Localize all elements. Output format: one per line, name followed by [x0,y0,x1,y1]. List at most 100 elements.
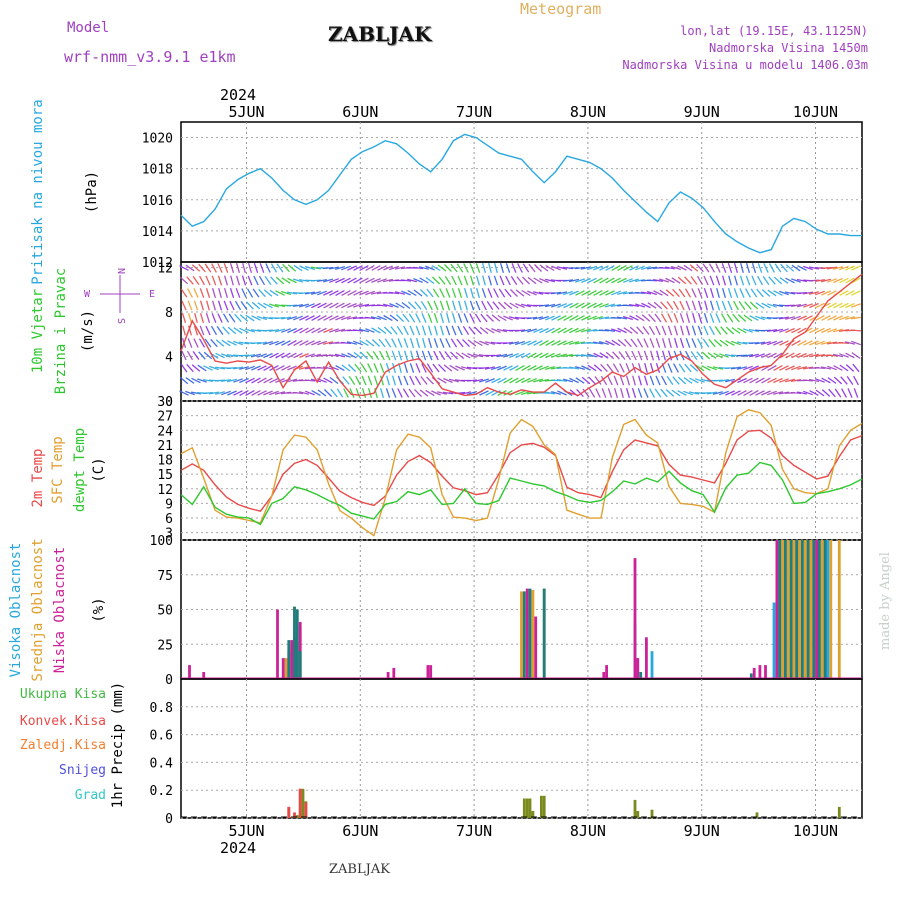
wind-arrow [373,375,379,386]
wind-arrow [815,290,825,296]
wind-arrow [253,262,259,274]
wind-arrow [403,350,409,361]
wind-arrow [413,277,423,284]
wind-arrow [612,363,620,373]
wind-arrow [612,351,620,360]
top-day-label: 7JUN [456,103,492,121]
wind-arrow [779,365,789,371]
wind-arrow [533,352,543,359]
wind-arrow [790,391,802,395]
wind-arrow [655,375,661,386]
wind-arrow [223,288,229,298]
wind-arrow [593,277,603,284]
wind-arrow [485,327,495,334]
wind-arrow [763,263,769,273]
wind-arrow [545,264,555,272]
wind-arrow [401,290,411,296]
wind-arrow [625,363,631,373]
wind-arrow [473,353,483,358]
wind-arrow [820,366,832,370]
wind-arrow [751,275,757,286]
wind-arrow [323,389,333,397]
wind-arrow [366,351,374,360]
wind-arrow [809,327,819,334]
wind-arrow [785,277,795,284]
wind-arrow [575,290,585,296]
wind-arrow [239,327,249,334]
bar-precip-0 [755,812,759,818]
wind-arrow [390,326,398,335]
wind-arrow [469,313,475,323]
bar-clouds-2 [525,588,529,679]
wind-arrow [821,290,831,296]
wind-arrow [251,365,261,371]
wind-arrow [233,378,243,383]
wind-arrow [298,291,310,295]
wind-arrow [187,313,193,323]
wind-arrow [521,340,531,346]
wind-arrow [264,276,272,285]
wind-arrow [420,300,428,311]
wind-arrow [749,365,759,371]
wind-arrow [496,353,508,358]
wind-arrow [599,265,609,271]
y-tick-label: 12 [157,483,173,498]
wind-arrow [667,313,673,323]
wind-arrow [611,290,621,296]
wind-arrow [341,290,351,296]
wind-arrow [562,353,574,358]
wind-arrow [221,353,231,358]
wind-arrow [709,313,715,323]
wind-arrow [451,288,457,298]
wind-arrow [557,266,567,270]
wind-arrow [258,275,266,286]
wind-arrow [466,379,478,382]
wind-arrow [298,278,310,283]
wind-arrow [182,325,186,336]
wind-arrow [336,388,344,398]
wind-arrow [419,289,429,297]
wind-arrow [611,328,621,333]
wind-arrow [606,363,614,373]
wind-arrow [575,328,585,333]
wind-arrow [228,313,236,323]
bar-clouds-2 [775,540,779,679]
wind-arrow [505,275,511,286]
wind-arrow [745,275,751,286]
wind-arrow [677,390,687,396]
wind-arrow [361,375,367,386]
wind-arrow [703,275,709,286]
wind-arrow [347,364,357,372]
wind-arrow [414,301,422,310]
wind-arrow [425,276,435,285]
wind-arrow [414,375,422,386]
wind-arrow [280,316,292,320]
wind-arrow [719,390,729,396]
top-day-label: 6JUN [342,103,378,121]
wind-arrow [654,388,662,398]
wind-arrow [210,325,218,336]
wind-arrow [360,363,368,373]
wind-arrow [668,338,672,348]
wind-arrow [595,388,601,398]
wind-arrow [761,377,771,384]
wind-arrow [785,378,795,383]
wind-arrow [474,326,482,335]
y-tick-label: 4 [165,351,173,366]
wind-arrow [234,300,242,311]
wind-arrow [222,326,230,335]
wind-arrow [190,391,202,395]
wind-arrow [821,278,831,283]
wind-arrow [463,263,469,273]
wind-arrow [661,350,667,361]
wind-arrow [257,315,267,321]
wind-arrow [252,288,260,298]
wind-arrow [647,290,657,296]
wind-arrow [743,314,753,322]
wind-arrow [287,352,297,359]
wind-arrow [709,288,715,298]
wind-arrow [641,302,651,309]
wind-arrow [341,364,351,372]
wind-arrow [353,265,363,271]
wind-arrow [281,365,291,371]
